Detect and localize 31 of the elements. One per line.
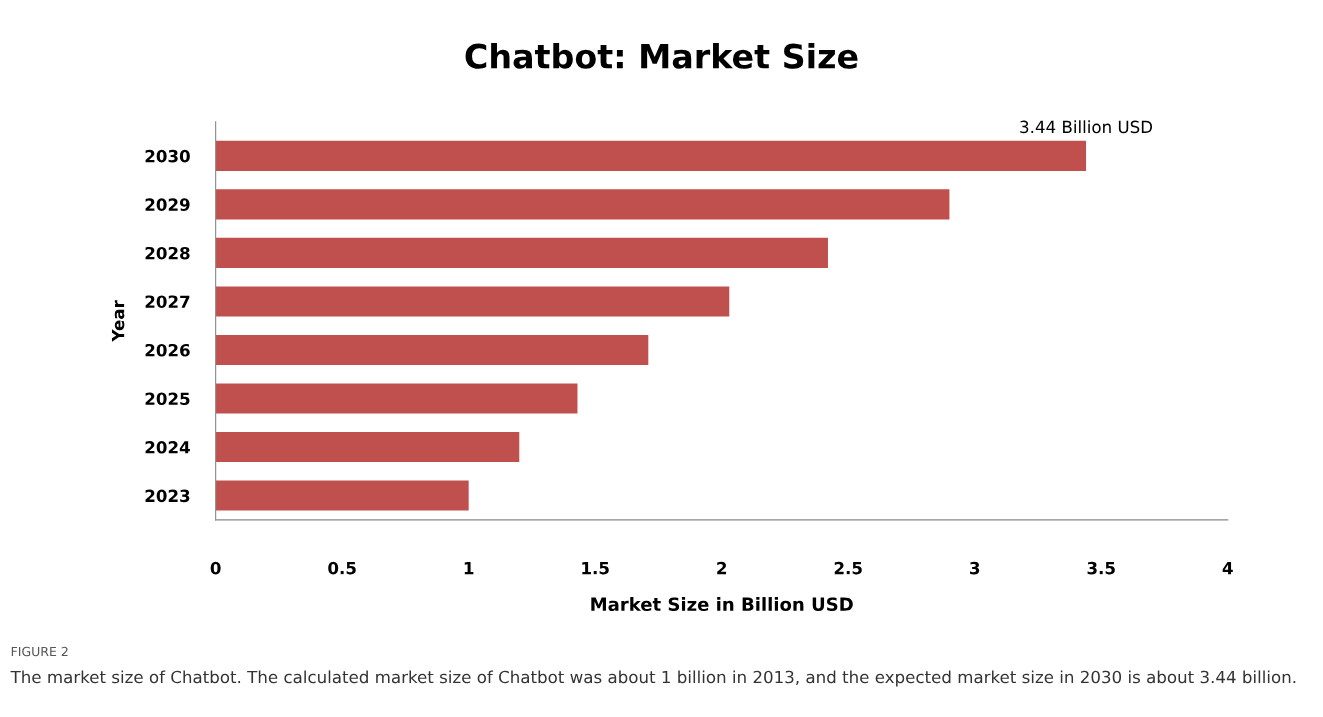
- x-tick-label: 2.5: [834, 561, 862, 575]
- y-tick-label: 2025: [145, 392, 190, 406]
- y-tick-label: 2029: [145, 198, 190, 211]
- caption: FIGURE 2: [11, 646, 68, 657]
- y-tick-label: 2028: [145, 246, 190, 260]
- x-tick-label: 3: [970, 561, 980, 575]
- x-tick-label: 1: [464, 562, 474, 575]
- chart-title: Chatbot: Market Size: [465, 43, 858, 69]
- y-tick-label: 2027: [145, 295, 190, 309]
- bar: [215, 286, 730, 317]
- x-tick-label: 4: [1222, 562, 1233, 575]
- text: The market size of Chatbot. The calculated market size of Chatbot was about 1 billion in 2013, and the expected market size in 2030 is about 3.44 billion.: [10, 670, 1296, 687]
- x-tick-label: 0: [210, 561, 221, 575]
- annotation: 3.44 Billion USD: [1020, 120, 1153, 134]
- y-axis-title: Year: [111, 300, 125, 342]
- y-tick-label: 2023: [145, 489, 190, 503]
- bar: [215, 189, 950, 220]
- y-tick-label: 2024: [145, 440, 190, 454]
- y-tick-label: 2030: [145, 149, 190, 163]
- bar: [215, 480, 469, 511]
- x-tick-label: 2: [717, 561, 727, 575]
- bar: [215, 383, 578, 414]
- bar: [215, 140, 1087, 171]
- bar: [215, 334, 649, 366]
- bar: [215, 237, 828, 268]
- x-tick-label: 0.5: [328, 561, 356, 575]
- x-axis-title: Market Size in Billion USD: [591, 597, 853, 612]
- y-tick-label: 2026: [145, 343, 190, 357]
- bar: [215, 431, 520, 463]
- x-tick-label: 3.5: [1087, 561, 1115, 575]
- x-tick-label: 1.5: [582, 562, 609, 575]
